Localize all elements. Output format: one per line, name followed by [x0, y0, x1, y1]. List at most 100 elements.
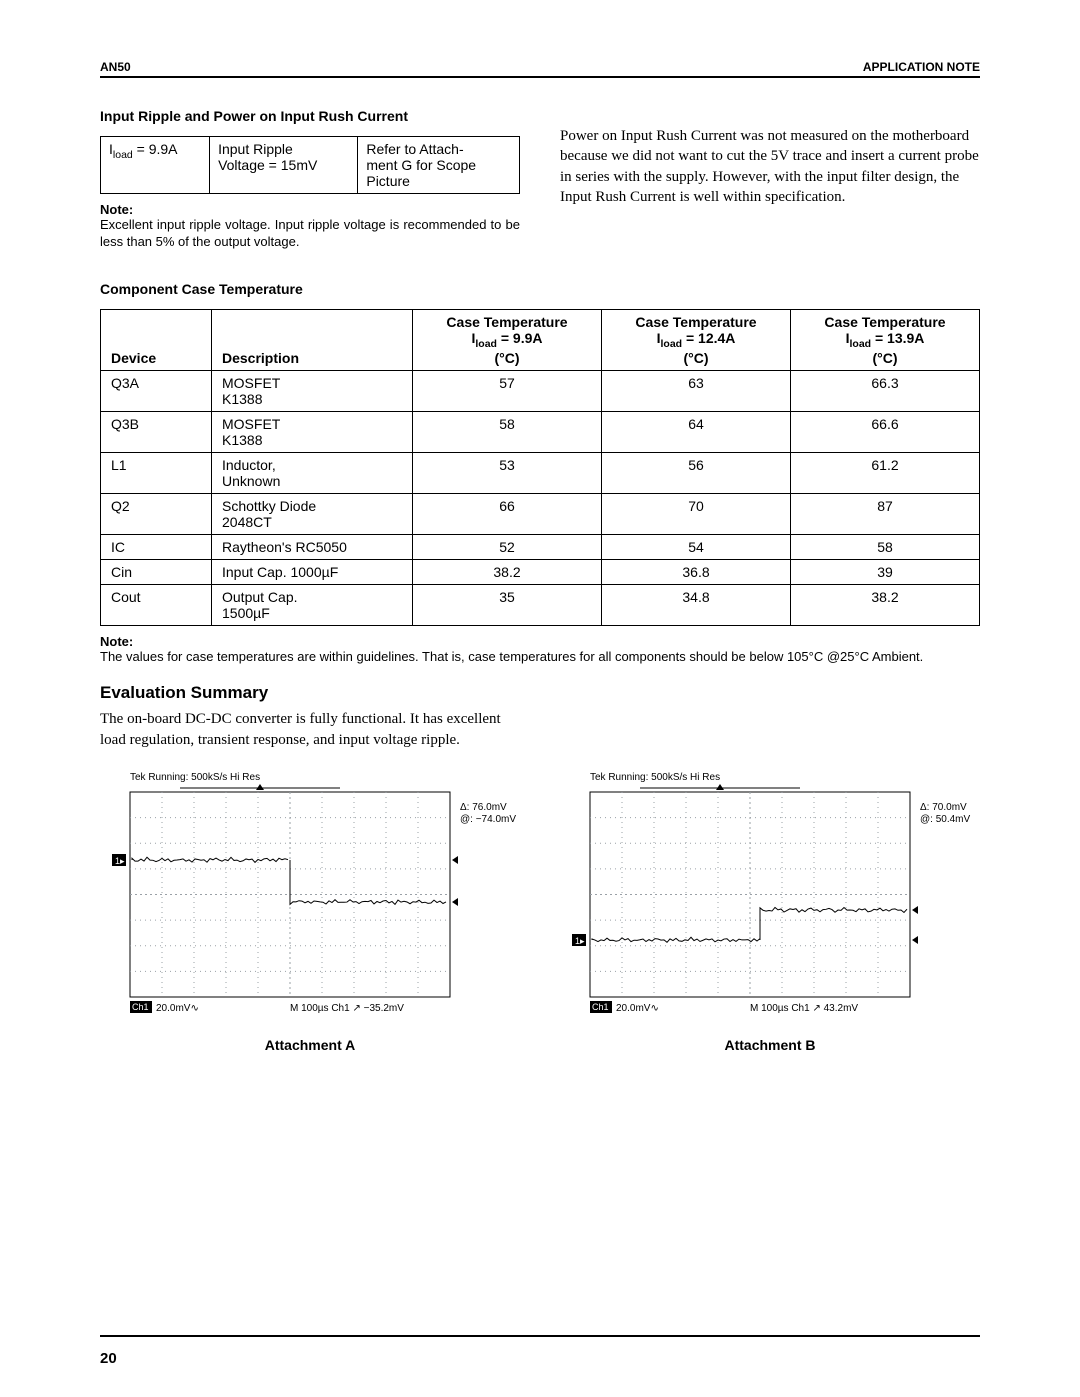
cell-value: 36.8: [602, 559, 791, 584]
cell-value: 56: [602, 452, 791, 493]
svg-text:M 100µs Ch1 ↗ −35.2mV: M 100µs Ch1 ↗ −35.2mV: [290, 1003, 404, 1014]
svg-text:Tek Running: 500kS/s Hi R: Tek Running: 500kS/s Hi Res: [130, 772, 260, 783]
cell-value: 66.6: [791, 411, 980, 452]
refer-l2: ment G for Scope: [366, 157, 511, 173]
cell-device: IC: [101, 534, 212, 559]
case-temp-table: Device Description Case TemperatureIload…: [100, 309, 980, 626]
svg-text:20.0mV∿: 20.0mV∿: [156, 1003, 199, 1014]
cell-value: 87: [791, 493, 980, 534]
cell-value: 57: [413, 370, 602, 411]
cell-description: Schottky Diode2048CT: [212, 493, 413, 534]
refer-l1: Refer to Attach-: [366, 141, 511, 157]
ripple-l2: Voltage = 15mV: [218, 157, 349, 173]
table-row: Q2Schottky Diode2048CT667087: [101, 493, 980, 534]
cell-ripple: Input Ripple Voltage = 15mV: [210, 137, 358, 194]
section-title-case-temp: Component Case Temperature: [100, 281, 980, 297]
right-column: Power on Input Rush Current was not meas…: [560, 98, 980, 251]
header-left: AN50: [100, 60, 131, 74]
evaluation-summary-title: Evaluation Summary: [100, 683, 980, 703]
cell-description: MOSFETK1388: [212, 370, 413, 411]
svg-text:1▸: 1▸: [575, 936, 585, 946]
table-row: CinInput Cap. 1000µF38.236.839: [101, 559, 980, 584]
table-row: Q3AMOSFETK1388576366.3: [101, 370, 980, 411]
section-input-ripple: Input Ripple and Power on Input Rush Cur…: [100, 98, 980, 251]
page-number: 20: [100, 1350, 117, 1367]
cell-value: 52: [413, 534, 602, 559]
cell-device: Cout: [101, 584, 212, 625]
cell-device: Q2: [101, 493, 212, 534]
svg-text:@: 50.4mV: @: 50.4mV: [920, 814, 971, 825]
cell-value: 61.2: [791, 452, 980, 493]
cell-value: 38.2: [791, 584, 980, 625]
col-device: Device: [101, 309, 212, 370]
cell-description: MOSFETK1388: [212, 411, 413, 452]
table-row: Q3BMOSFETK1388586466.6: [101, 411, 980, 452]
cell-value: 54: [602, 534, 791, 559]
header-right: APPLICATION NOTE: [863, 60, 980, 74]
cell-device: Q3B: [101, 411, 212, 452]
cell-iload: Iload = 9.9A: [101, 137, 210, 194]
page-header: AN50 APPLICATION NOTE: [100, 60, 980, 78]
cell-description: Raytheon's RC5050: [212, 534, 413, 559]
scope-a-caption: Attachment A: [100, 1037, 520, 1053]
col-temp-1: Case TemperatureIload = 9.9A(°C): [413, 309, 602, 370]
svg-text:@: −74.0mV: @: −74.0mV: [460, 814, 516, 825]
ripple-l1: Input Ripple: [218, 141, 349, 157]
cell-device: Q3A: [101, 370, 212, 411]
table-row: CoutOutput Cap.1500µF3534.838.2: [101, 584, 980, 625]
footer-rule: [100, 1335, 980, 1337]
cell-value: 66.3: [791, 370, 980, 411]
svg-text:Ch1: Ch1: [592, 1002, 609, 1012]
svg-text:Δ: 70.0mV: Δ: 70.0mV: [920, 802, 967, 813]
cell-value: 58: [791, 534, 980, 559]
col-temp-2: Case TemperatureIload = 12.4A(°C): [602, 309, 791, 370]
refer-l3: Picture: [366, 173, 511, 189]
svg-text:1▸: 1▸: [115, 856, 125, 866]
cell-value: 53: [413, 452, 602, 493]
svg-text:20.0mV∿: 20.0mV∿: [616, 1003, 659, 1014]
iload-sub: load: [113, 149, 133, 161]
col-description: Description: [212, 309, 413, 370]
scope-a: 1▸Tek Running: 500kS/s Hi ResΔ: 76.0mV@:…: [100, 762, 520, 1053]
table-row: Iload = 9.9A Input Ripple Voltage = 15mV…: [101, 137, 520, 194]
cell-value: 66: [413, 493, 602, 534]
svg-text:M 100µs Ch1 ↗ 43.2mV: M 100µs Ch1 ↗ 43.2mV: [750, 1003, 858, 1014]
scope-svg: 1▸Tek Running: 500kS/s Hi ResΔ: 76.0mV@:…: [100, 762, 520, 1022]
table-row: ICRaytheon's RC5050525458: [101, 534, 980, 559]
svg-text:Ch1: Ch1: [132, 1002, 149, 1012]
table-row: L1Inductor,Unknown535661.2: [101, 452, 980, 493]
left-column: Input Ripple and Power on Input Rush Cur…: [100, 98, 520, 251]
cell-value: 35: [413, 584, 602, 625]
col-temp-3: Case TemperatureIload = 13.9A(°C): [791, 309, 980, 370]
note-text: Excellent input ripple voltage. Input ri…: [100, 217, 520, 251]
cell-value: 63: [602, 370, 791, 411]
cell-device: L1: [101, 452, 212, 493]
scope-row: 1▸Tek Running: 500kS/s Hi ResΔ: 76.0mV@:…: [100, 762, 980, 1053]
cell-description: Input Cap. 1000µF: [212, 559, 413, 584]
cell-value: 38.2: [413, 559, 602, 584]
page: AN50 APPLICATION NOTE Input Ripple and P…: [0, 0, 1080, 1397]
cell-refer: Refer to Attach- ment G for Scope Pictur…: [358, 137, 520, 194]
cell-value: 34.8: [602, 584, 791, 625]
svg-text:Δ: 76.0mV: Δ: 76.0mV: [460, 802, 507, 813]
cell-value: 39: [791, 559, 980, 584]
evaluation-summary-text: The on-board DC-DC converter is fully fu…: [100, 709, 530, 750]
rush-current-paragraph: Power on Input Rush Current was not meas…: [560, 126, 980, 207]
scope-b: 1▸Tek Running: 500kS/s Hi ResΔ: 70.0mV@:…: [560, 762, 980, 1053]
svg-text:Tek Running: 500kS/s Hi R: Tek Running: 500kS/s Hi Res: [590, 772, 720, 783]
cell-value: 70: [602, 493, 791, 534]
cell-description: Output Cap.1500µF: [212, 584, 413, 625]
section-title-input-ripple: Input Ripple and Power on Input Rush Cur…: [100, 108, 520, 124]
note-label: Note:: [100, 202, 520, 217]
note-text-2: The values for case temperatures are wit…: [100, 649, 980, 666]
cell-value: 58: [413, 411, 602, 452]
cell-device: Cin: [101, 559, 212, 584]
iload-value: = 9.9A: [133, 141, 178, 157]
cell-description: Inductor,Unknown: [212, 452, 413, 493]
input-ripple-table: Iload = 9.9A Input Ripple Voltage = 15mV…: [100, 136, 520, 194]
cell-value: 64: [602, 411, 791, 452]
table-header-row: Device Description Case TemperatureIload…: [101, 309, 980, 370]
note-label-2: Note:: [100, 634, 980, 649]
scope-svg: 1▸Tek Running: 500kS/s Hi ResΔ: 70.0mV@:…: [560, 762, 980, 1022]
scope-b-caption: Attachment B: [560, 1037, 980, 1053]
